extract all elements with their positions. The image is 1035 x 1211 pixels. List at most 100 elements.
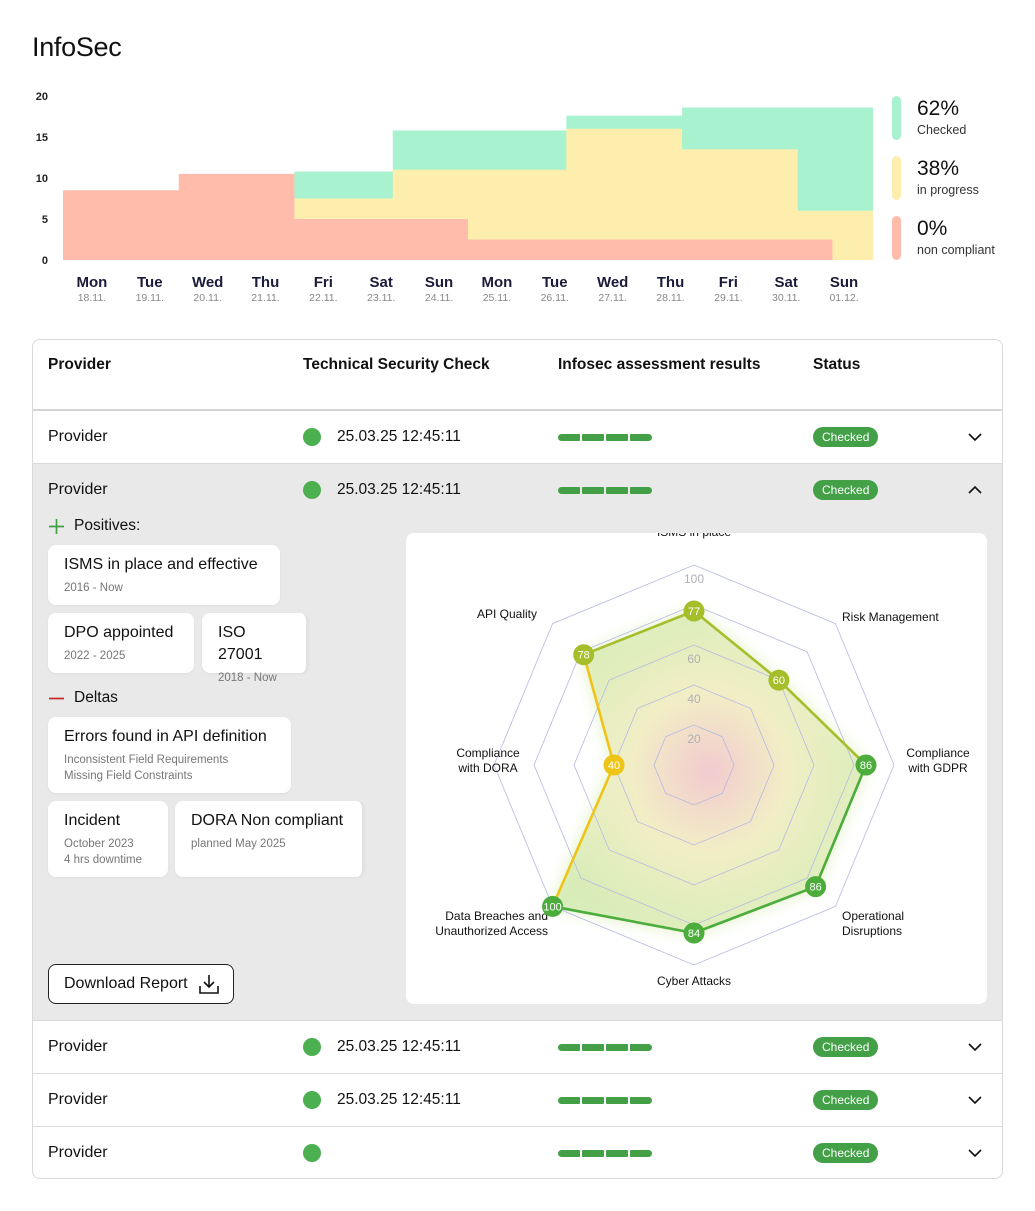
check-datetime: 25.03.25 12:45:11 bbox=[337, 1038, 461, 1055]
radar-point bbox=[805, 876, 827, 898]
radar-point bbox=[542, 895, 564, 917]
radar-ring-label: 100 bbox=[684, 572, 704, 586]
legend-value: 0% bbox=[917, 217, 948, 240]
radar-point bbox=[683, 922, 705, 944]
x-tick-date: 28.11. bbox=[656, 292, 684, 304]
radar-series-segment bbox=[582, 653, 616, 767]
card-title: Incident bbox=[64, 812, 121, 829]
radar-point bbox=[683, 600, 705, 622]
provider-name: Provider bbox=[48, 1091, 108, 1108]
status-badge: Checked bbox=[813, 1037, 879, 1057]
assessment-progress-bar bbox=[558, 434, 652, 441]
table-row[interactable]: Provider 25.03.25 12:45:11 Checked bbox=[33, 1074, 1002, 1127]
radar-axis-label: Operational Disruptions bbox=[842, 909, 904, 938]
radar-point bbox=[768, 669, 790, 691]
x-tick-day: Tue bbox=[137, 274, 163, 291]
x-tick-date: 01.12. bbox=[829, 292, 858, 304]
header-assessment-results: Infosec assessment results bbox=[558, 356, 761, 373]
check-status-dot bbox=[303, 1091, 321, 1109]
page-title: InfoSec bbox=[32, 32, 122, 62]
legend-swatch bbox=[892, 96, 901, 140]
positive-card: ISMS in place and effective 2016 - Now bbox=[48, 545, 280, 605]
card-sub: Inconsistent Field Requirements bbox=[64, 754, 229, 766]
table-row[interactable]: Provider 25.03.25 12:45:11 Checked bbox=[33, 411, 1002, 464]
chevron-down-icon[interactable] bbox=[967, 1092, 983, 1108]
radar-point-label: 84 bbox=[688, 928, 700, 940]
y-tick-label: 10 bbox=[36, 173, 48, 185]
x-tick-day: Sun bbox=[830, 274, 858, 291]
chevron-down-icon[interactable] bbox=[967, 1039, 983, 1055]
download-label: Download Report bbox=[64, 975, 188, 992]
assessment-radar-chart: 20 40 60 100 ISMS in place Risk Management Com… bbox=[435, 525, 970, 988]
radar-grid-ring bbox=[613, 684, 775, 846]
table-row-expanded[interactable]: Provider 25.03.25 12:45:11 Checked Posit… bbox=[33, 464, 1002, 1021]
check-status-dot bbox=[303, 1144, 321, 1162]
positives-label: Positives: bbox=[74, 517, 141, 534]
check-status-dot bbox=[303, 481, 321, 499]
y-tick-label: 15 bbox=[36, 132, 48, 144]
provider-name: Provider bbox=[48, 1144, 108, 1161]
legend-value: 62% bbox=[917, 97, 960, 120]
radar-point-label: 40 bbox=[608, 760, 620, 772]
card-title: Errors found in API definition bbox=[64, 728, 267, 745]
legend-value: 38% bbox=[917, 157, 960, 180]
radar-point bbox=[603, 754, 625, 776]
download-report-button[interactable]: Download Report bbox=[48, 964, 234, 1004]
radar-point-label: 60 bbox=[773, 675, 785, 687]
table-header: Provider Technical Security Check Infose… bbox=[33, 340, 1002, 411]
status-badge: Checked bbox=[813, 480, 879, 500]
radar-point-label: 77 bbox=[688, 606, 700, 618]
x-tick-day: Sat bbox=[370, 274, 393, 291]
delta-card: DORA Non compliant planned May 2025 bbox=[175, 801, 365, 877]
chevron-up-icon[interactable] bbox=[967, 482, 983, 498]
x-tick-date: 22.11. bbox=[309, 292, 337, 304]
radar-ring-label: 60 bbox=[687, 652, 701, 666]
radar-axis-label: Risk Management bbox=[842, 610, 939, 624]
status-badge: Checked bbox=[813, 1143, 879, 1163]
radar-ring-label: 20 bbox=[687, 732, 701, 746]
radar-axis-label: Compliance with GDPR bbox=[906, 746, 970, 775]
table-row[interactable]: Provider 25.03.25 12:45:11 Checked bbox=[33, 1021, 1002, 1074]
status-badge: Checked bbox=[813, 427, 879, 447]
x-tick-day: Mon bbox=[482, 274, 513, 291]
x-tick-date: 25.11. bbox=[483, 292, 511, 304]
card-sub: 4 hrs downtime bbox=[64, 854, 142, 866]
table-row[interactable]: Provider Checked bbox=[33, 1127, 1002, 1178]
x-tick-date: 26.11. bbox=[541, 292, 569, 304]
delta-card: Incident October 2023 4 hrs downtime bbox=[48, 801, 168, 877]
radar-axis-label: Data Breaches and Unauthorized Access bbox=[435, 909, 548, 938]
radar-series-segment bbox=[551, 763, 616, 908]
legend-swatch bbox=[892, 156, 901, 200]
card-sub: planned May 2025 bbox=[191, 838, 286, 850]
radar-series-segment bbox=[692, 609, 781, 682]
radar-point-label: 100 bbox=[543, 901, 561, 913]
radar-axis-label: API Quality bbox=[477, 607, 537, 621]
x-tick-day: Mon bbox=[77, 274, 108, 291]
area-non-compliant bbox=[63, 173, 873, 260]
provider-name: Provider bbox=[48, 481, 108, 498]
x-tick-day: Thu bbox=[252, 274, 280, 291]
assessment-progress-bar bbox=[558, 487, 652, 494]
legend-label: Checked bbox=[917, 123, 967, 137]
card-sub: 2022 - 2025 bbox=[64, 650, 126, 662]
positive-card: ISO 27001 2018 - Now bbox=[202, 613, 309, 684]
area-in-progress bbox=[63, 128, 873, 260]
deltas-heading: Deltas bbox=[48, 689, 118, 707]
legend-item-non-compliant: 0% non compliant bbox=[892, 216, 1022, 260]
radar-panel: 20 40 60 100 ISMS in place Risk Management Com… bbox=[406, 525, 987, 1004]
plus-icon bbox=[49, 518, 64, 534]
radar-series-segment bbox=[692, 885, 817, 935]
x-tick-day: Fri bbox=[719, 274, 738, 291]
status-badge: Checked bbox=[813, 1090, 879, 1110]
check-datetime: 25.03.25 12:45:11 bbox=[337, 481, 461, 498]
y-tick-label: 5 bbox=[42, 214, 48, 226]
x-tick-date: 19.11. bbox=[136, 292, 164, 304]
chart-legend: 62% Checked 38% in progress 0% non compl… bbox=[892, 96, 1022, 276]
chevron-down-icon[interactable] bbox=[967, 1145, 983, 1161]
chevron-down-icon[interactable] bbox=[967, 429, 983, 445]
header-status: Status bbox=[813, 356, 861, 373]
card-title: ISMS in place and effective bbox=[64, 556, 258, 573]
x-tick-day: Fri bbox=[314, 274, 333, 291]
x-tick-date: 18.11. bbox=[78, 292, 106, 304]
radar-grid-ring bbox=[653, 724, 735, 806]
